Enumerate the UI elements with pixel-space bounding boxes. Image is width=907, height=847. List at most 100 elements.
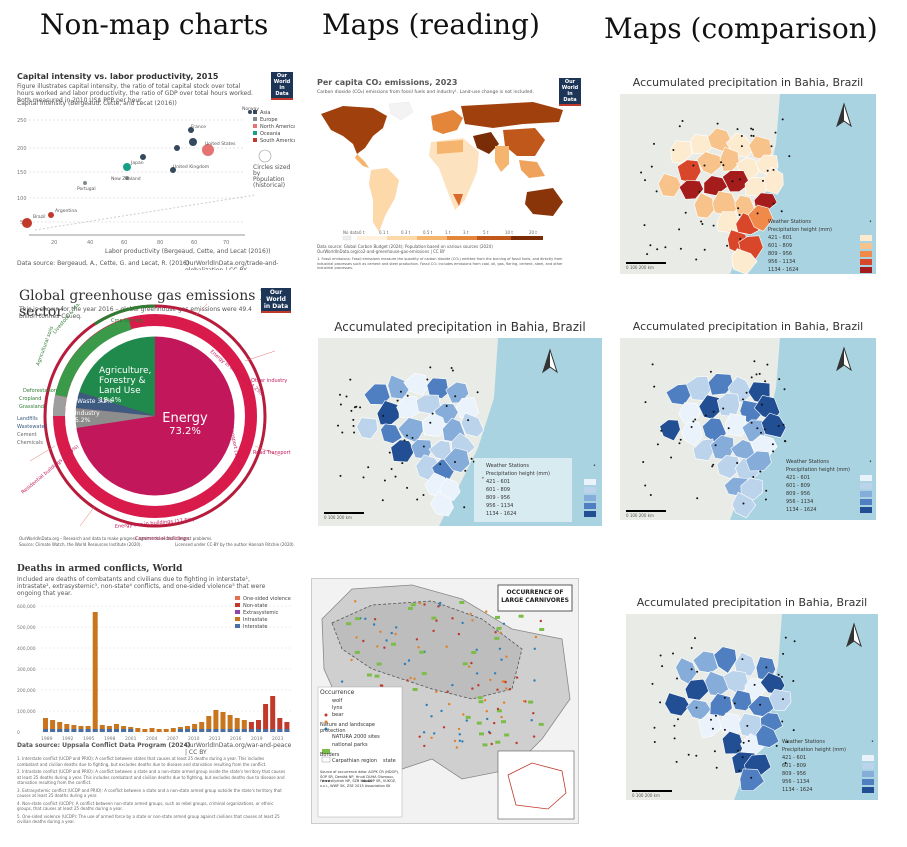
occurrence-point — [458, 739, 461, 742]
conflict-bar — [227, 715, 233, 732]
occurrence-point — [500, 715, 503, 719]
weather-station — [764, 498, 767, 501]
weather-station — [733, 702, 736, 705]
column-header-non-map: Non-map charts — [40, 8, 269, 41]
weather-station — [353, 406, 356, 409]
carnivores-source: Source of occurrence data: AOPK ČR (NDOP… — [320, 770, 399, 788]
co2-map-panel: Per capita CO₂ emissions, 2023 Carbon di… — [313, 72, 585, 272]
weather-station — [750, 776, 753, 779]
sunburst-subtitle: This is shown for the year 2016 – global… — [19, 306, 252, 320]
weather-station — [660, 429, 663, 432]
precip-region — [768, 688, 792, 711]
precip-region — [739, 768, 765, 791]
legend-class: 1134 - 1624 — [768, 266, 872, 274]
conflict-bar — [270, 696, 276, 732]
conflict-source: Data source: Uppsala Conflict Data Progr… — [17, 742, 191, 749]
svg-text:Brazil: Brazil — [33, 214, 46, 220]
weather-station — [760, 431, 762, 434]
legend-class-label: 421 - 601 — [786, 475, 811, 481]
weather-station — [755, 373, 758, 376]
conflict-bar-interstate — [227, 729, 233, 732]
occurrence-point — [475, 648, 478, 651]
weather-station — [722, 407, 725, 410]
natura-site — [496, 709, 502, 713]
legend-weather-stations: Weather Stations • — [486, 463, 596, 469]
weather-station — [640, 171, 643, 174]
weather-station — [741, 658, 744, 661]
bahia-orange-title: Accumulated precipitation in Bahia, Braz… — [632, 76, 864, 89]
svg-text:Deforestation: Deforestation — [23, 388, 57, 394]
svg-text:80: 80 — [157, 240, 163, 246]
point-newzealand — [125, 176, 129, 180]
weather-station — [467, 419, 470, 422]
natura-site — [476, 721, 482, 725]
occurrence-point — [340, 680, 344, 683]
precip-region — [747, 204, 774, 232]
weather-station — [726, 244, 729, 247]
weather-station — [655, 190, 658, 193]
map-australia — [525, 188, 563, 216]
occurrence-point — [471, 687, 474, 690]
weather-station — [778, 378, 781, 381]
map-north-america — [321, 106, 387, 154]
conflict-note: 1. Interstate conflict (UCDP and PRIO): … — [17, 756, 267, 767]
owid-logo: Our World in Data — [261, 288, 291, 313]
precip-region — [692, 438, 715, 462]
occurrence-point — [533, 647, 536, 650]
weather-station — [454, 395, 457, 398]
north-arrow — [846, 622, 862, 648]
y-tick-label: 300,000 — [17, 667, 36, 673]
legend-class-label: 601 - 809 — [768, 243, 793, 249]
map-se-asia — [519, 160, 545, 178]
weather-station — [339, 403, 342, 406]
point-france — [188, 127, 194, 133]
precip-region — [731, 248, 758, 274]
weather-station — [766, 363, 769, 366]
bahia-blue1-legend: Weather Stations • Precipitation height (… — [786, 458, 872, 514]
weather-station — [341, 431, 344, 434]
weather-station — [352, 418, 355, 421]
weather-station — [649, 244, 652, 247]
x-tick-label: 2016 — [230, 736, 242, 742]
natura-site — [391, 642, 396, 646]
legend-class-label: 1134 - 1624 — [486, 511, 517, 517]
map-russia — [461, 102, 563, 128]
waste-value: 3.2% — [97, 398, 113, 405]
svg-text:150: 150 — [17, 170, 27, 176]
conflict-bar — [213, 710, 219, 732]
conflict-bar-interstate — [241, 729, 247, 732]
svg-text:United States: United States — [205, 141, 236, 147]
weather-station — [659, 701, 662, 704]
sunburst-chart: Energy in industry (24.2%) Transport (16… — [17, 304, 291, 542]
occurrence-point — [493, 672, 497, 675]
conflict-note: 3. Extrasystemic conflict (UCDP and PRIO… — [17, 787, 282, 799]
conflict-bar — [170, 728, 176, 732]
legend-class: 601 - 809 — [486, 486, 596, 494]
conflict-bar-interstate — [71, 729, 77, 732]
occurrence-point — [417, 646, 420, 649]
weather-station — [752, 476, 755, 478]
weather-station — [359, 406, 362, 409]
weather-station — [422, 445, 425, 448]
weather-station — [765, 666, 768, 669]
weather-station — [723, 696, 726, 699]
weather-station — [673, 724, 676, 727]
industry-label: Industry 5.2% — [75, 410, 100, 424]
weather-station — [676, 677, 678, 680]
conflict-bar-interstate — [121, 729, 127, 732]
weather-station — [411, 436, 414, 439]
occurrence-point — [415, 638, 419, 641]
natura-site — [465, 715, 471, 719]
weather-station — [644, 401, 647, 404]
weather-station — [742, 398, 744, 401]
conflict-bar-interstate — [270, 729, 276, 732]
weather-station — [746, 724, 749, 727]
weather-station — [758, 372, 761, 375]
weather-station — [450, 367, 453, 369]
legend-natura: NATURA 2000 sites — [332, 734, 380, 740]
weather-station — [690, 647, 693, 649]
svg-text:Interstate: Interstate — [243, 624, 267, 630]
occurrence-point — [534, 635, 538, 639]
conflict-bar-interstate — [85, 729, 91, 732]
occurrence-point — [469, 612, 472, 615]
